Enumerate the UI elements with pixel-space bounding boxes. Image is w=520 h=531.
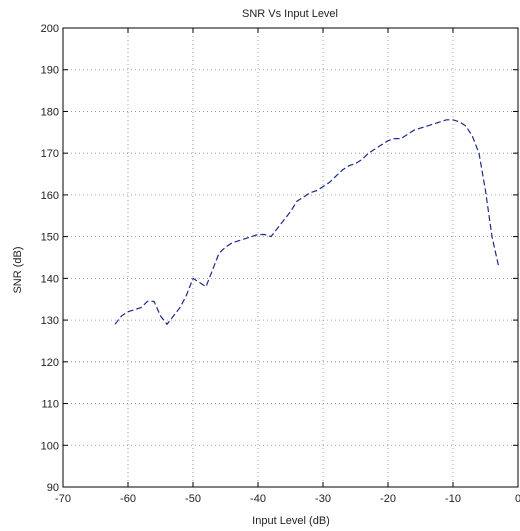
x-tick-label: -30 [315, 493, 331, 505]
y-tick-label: 170 [41, 148, 59, 160]
y-tick-label: 200 [41, 23, 59, 35]
chart-title: SNR Vs Input Level [242, 8, 338, 20]
y-tick-label: 160 [41, 190, 59, 202]
x-tick-label: -40 [250, 493, 266, 505]
y-tick-label: 100 [41, 440, 59, 452]
y-tick-label: 150 [41, 232, 59, 244]
x-tick-label: -60 [120, 493, 136, 505]
y-tick-label: 90 [47, 482, 59, 494]
y-tick-label: 130 [41, 315, 59, 327]
y-axis-title: SNR (dB) [12, 246, 24, 293]
y-tick-label: 190 [41, 65, 59, 77]
x-tick-labels: -70 -60 -50 -40 -30 -20 -10 0 [55, 493, 520, 505]
grid [63, 28, 518, 487]
snr-series-line [114, 119, 500, 326]
x-tick-label: -10 [445, 493, 461, 505]
y-tick-label: 120 [41, 357, 59, 369]
axis-ticks [62, 27, 519, 488]
y-tick-label: 180 [41, 106, 59, 118]
x-axis-title: Input Level (dB) [252, 515, 330, 527]
x-tick-label: -70 [55, 493, 71, 505]
y-tick-label: 110 [41, 399, 59, 411]
plot-frame [62, 27, 519, 488]
x-tick-label: -20 [380, 493, 396, 505]
x-tick-label: 0 [515, 493, 520, 505]
y-tick-labels: 90 100 110 120 130 140 150 160 170 180 190 200 [41, 23, 59, 494]
x-tick-label: -50 [185, 493, 201, 505]
y-tick-label: 140 [41, 273, 59, 285]
